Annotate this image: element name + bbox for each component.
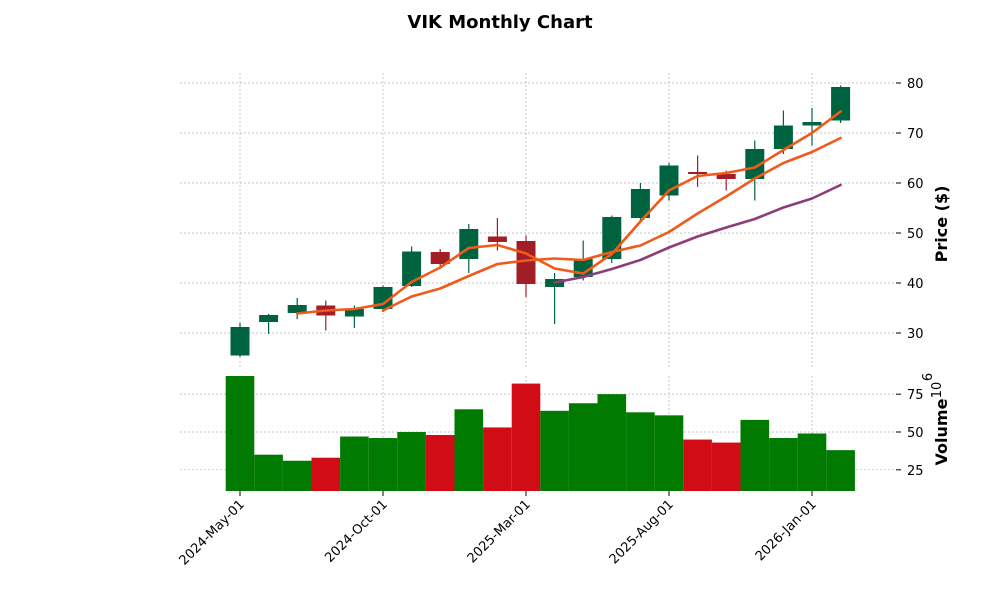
volume-bar — [368, 438, 398, 491]
candle-body — [773, 125, 793, 149]
volume-bar — [769, 438, 798, 491]
volume-bar — [597, 394, 627, 491]
price-tick-label: 60 — [907, 177, 924, 192]
volume-bar — [483, 427, 512, 491]
candle-body — [630, 189, 650, 218]
volume-exponent-power: 6 — [921, 373, 936, 381]
volume-bar — [568, 403, 598, 491]
candle-body — [688, 172, 708, 174]
volume-bar — [740, 419, 770, 491]
candle-body — [373, 287, 393, 309]
price-axis-label: Price ($) — [932, 186, 951, 263]
candle-body — [430, 252, 450, 264]
candle-body — [287, 305, 307, 313]
x-tick-label: 2024-Oct-01 — [322, 497, 390, 565]
candle-body — [487, 236, 507, 242]
volume-bar — [826, 450, 855, 491]
volume-bar — [311, 457, 341, 491]
volume-bar — [654, 415, 684, 491]
moving-average-line — [381, 136, 842, 312]
candle-body — [344, 309, 364, 317]
volume-bar — [797, 433, 827, 491]
volume-bar — [425, 435, 455, 491]
moving-average-layer — [295, 110, 842, 315]
volume-bar — [711, 442, 741, 491]
volume-layer — [225, 376, 855, 491]
volume-bar — [683, 439, 712, 491]
price-tick-label: 50 — [907, 227, 924, 242]
chart-title: VIK Monthly Chart — [407, 12, 593, 33]
volume-bar — [511, 383, 541, 491]
candle-body — [745, 149, 765, 179]
volume-bar — [540, 410, 569, 491]
candle-body — [230, 327, 250, 356]
volume-bar — [397, 431, 426, 491]
x-tick-label: 2025-Aug-01 — [607, 497, 677, 567]
x-tick-label: 2025-Mar-01 — [465, 497, 534, 566]
candle-layer — [230, 85, 851, 357]
volume-bar — [454, 409, 484, 491]
volume-bar — [340, 436, 369, 491]
candle-body — [802, 122, 822, 126]
candle-body — [259, 315, 279, 322]
price-tick-label: 40 — [907, 277, 924, 292]
volume-axis-label: Volume — [932, 398, 951, 465]
price-tick-label: 80 — [907, 77, 924, 92]
moving-average-line — [553, 183, 842, 284]
volume-tick-label: 50 — [907, 426, 924, 441]
moving-average-line — [295, 110, 842, 315]
x-tick-label: 2024-May-01 — [177, 497, 248, 568]
candle-body — [716, 174, 736, 179]
volume-bar — [626, 412, 655, 491]
candle-body — [459, 229, 479, 259]
x-tick-label: 2026-Jan-01 — [753, 497, 820, 564]
volume-tick-label: 25 — [907, 464, 924, 479]
price-tick-label: 70 — [907, 127, 924, 142]
candle-body — [402, 251, 422, 286]
volume-tick-label: 75 — [907, 388, 924, 403]
volume-bar — [282, 460, 312, 491]
volume-bar — [225, 376, 255, 491]
candle-body — [831, 87, 851, 121]
volume-bar — [254, 454, 283, 491]
volume-exponent-base: 10 — [930, 382, 945, 399]
price-tick-label: 30 — [907, 327, 924, 342]
axis-layer: 30 40 50 60 70 80 25 50 75 2024-May-01 2024-Oct-01… — [177, 77, 924, 568]
